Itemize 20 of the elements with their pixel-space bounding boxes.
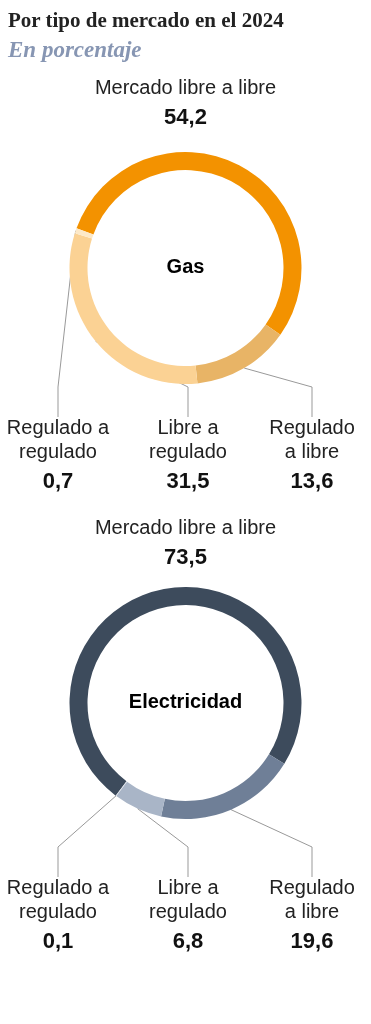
data-label: 31,5 (166, 467, 210, 493)
slice-label: Libre a regulado (149, 416, 227, 462)
data-label: 0,7 (42, 467, 74, 493)
slice-label: Regulado a regulado (6, 876, 111, 922)
data-label: 6,8 (172, 927, 204, 953)
slice-label: Regulado a regulado (6, 416, 111, 462)
slice-label: Regulado a libre (269, 416, 355, 462)
slice-label: Mercado libre a libre (94, 516, 277, 538)
slice-label: Regulado a libre (269, 876, 355, 922)
slice-label: Libre a regulado (149, 876, 227, 922)
data-label: 54,2 (164, 103, 207, 129)
data-label: 13,6 (290, 467, 334, 493)
data-label: 0,1 (42, 927, 74, 953)
chart-title: Por tipo de mercado en el 2024 (8, 8, 285, 33)
text: Gas (166, 255, 205, 277)
data-label: 19,6 (290, 927, 334, 953)
text: Electricidad (128, 690, 243, 712)
chart-subtitle: En porcentaje (8, 37, 143, 63)
data-label: 73,5 (164, 543, 207, 569)
slice-label: Mercado libre a libre (94, 76, 277, 98)
